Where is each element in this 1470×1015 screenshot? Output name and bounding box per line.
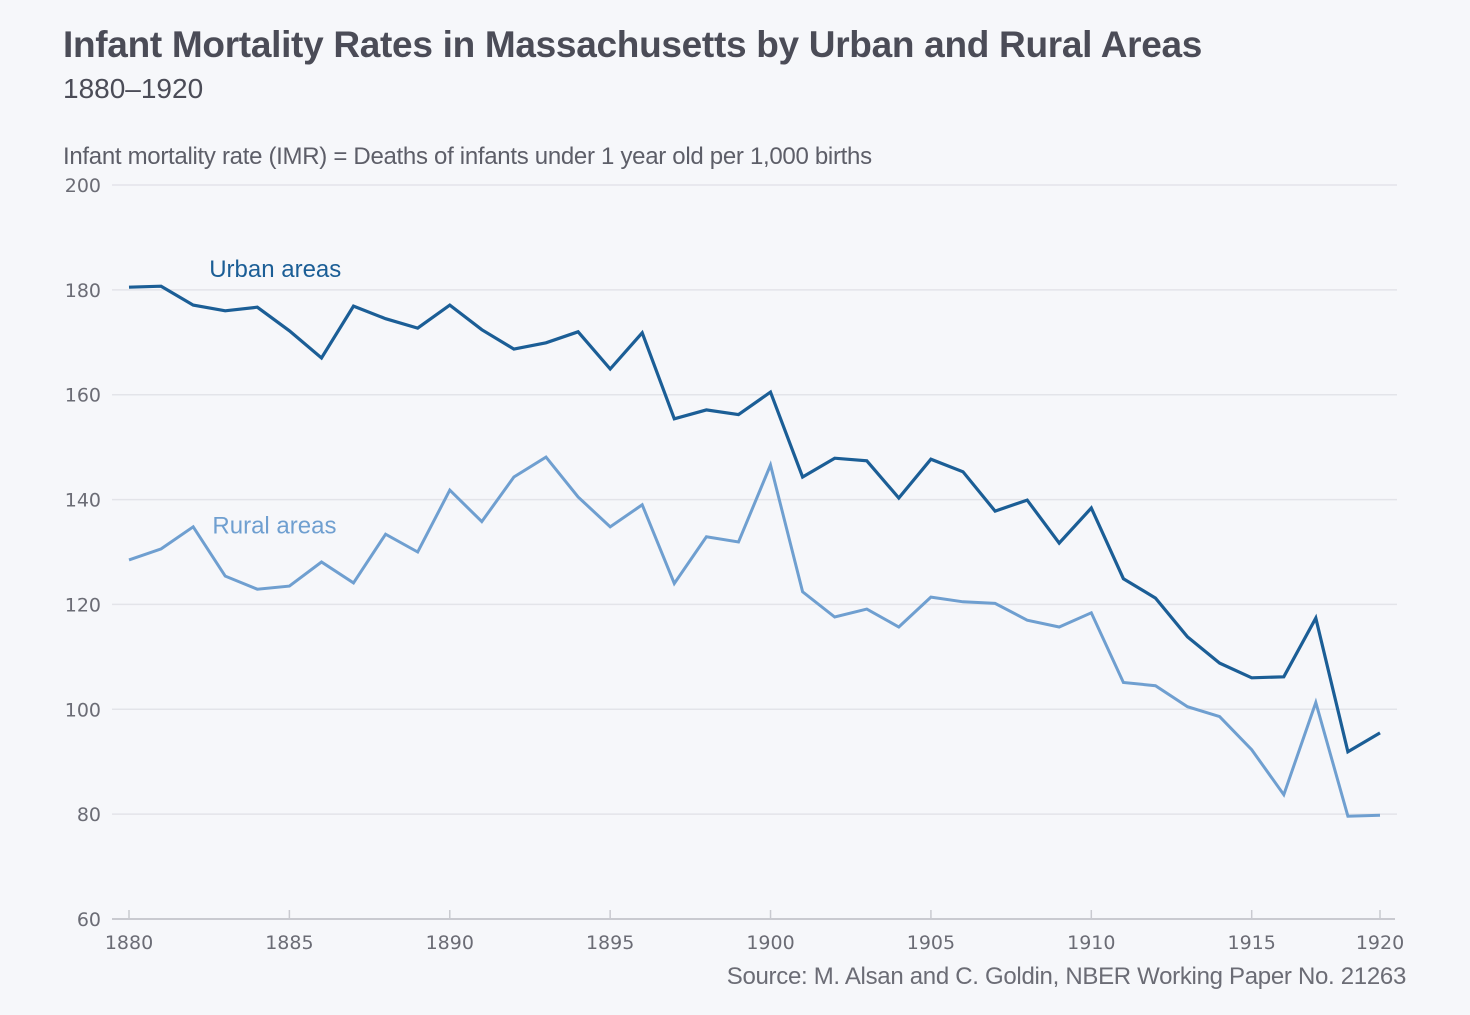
chart-subtitle: 1880–1920 [63,73,204,104]
x-tick-label: 1895 [586,932,634,954]
x-tick-label: 1885 [265,932,313,954]
y-tick-label: 140 [65,490,101,512]
x-tick-label: 1890 [426,932,474,954]
y-tick-label: 80 [77,804,101,826]
source-note: Source: M. Alsan and C. Goldin, NBER Wor… [726,963,1407,990]
series-label: Rural areas [212,513,336,540]
x-tick-label: 1910 [1067,932,1115,954]
x-tick-label: 1915 [1228,932,1276,954]
x-tick-label: 1905 [907,932,955,954]
x-tick-label: 1920 [1356,932,1404,954]
y-axis-description: Infant mortality rate (IMR) = Deaths of … [63,143,872,170]
series-labels: Urban areas Rural areas [209,256,341,540]
series-line-rural-areas [128,455,1381,818]
series-lines [128,284,1381,818]
y-tick-label: 100 [65,699,101,721]
x-tick-label: 1880 [105,932,153,954]
chart-title: Infant Mortality Rates in Massachusetts … [63,24,1203,65]
y-tick-label: 160 [65,385,101,407]
x-tick-label: 1900 [746,932,794,954]
y-axis: 60 80 100 120 140 160 180 200 [65,175,101,931]
series-label: Urban areas [209,256,341,283]
y-tick-label: 200 [65,175,101,197]
gridlines [112,184,1397,815]
y-tick-label: 120 [65,594,101,616]
series-line-urban-areas [128,284,1381,755]
y-tick-label: 180 [65,280,101,302]
y-tick-label: 60 [77,909,101,931]
x-axis: 1880 1885 1890 1895 1900 1905 1910 1915 1920 [105,910,1404,954]
